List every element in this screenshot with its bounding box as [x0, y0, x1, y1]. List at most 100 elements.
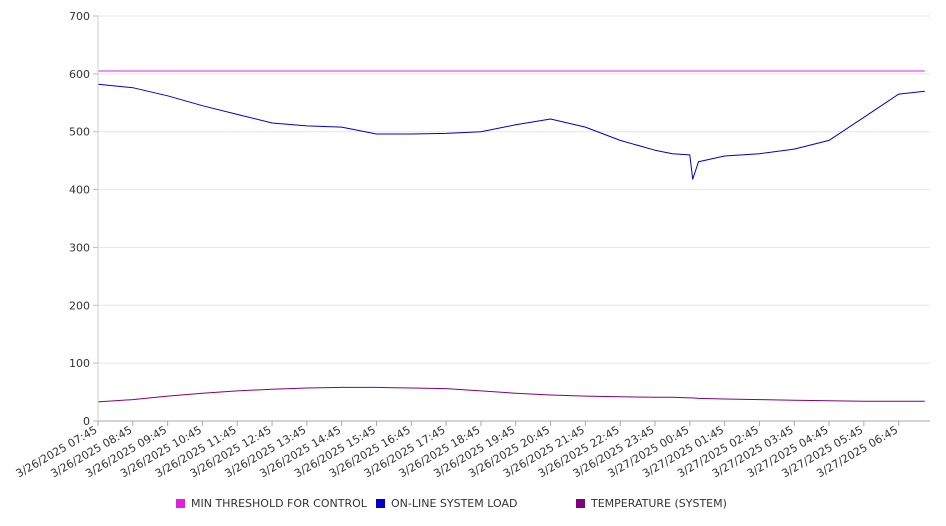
- series-system-load-point: [201, 105, 203, 107]
- series-system-load-point: [480, 131, 482, 133]
- series-system-load-point: [410, 133, 412, 135]
- series-temperature-point: [132, 399, 134, 401]
- series-system-load-point: [376, 133, 378, 135]
- series-temperature-point: [236, 390, 238, 392]
- series-system-load-point: [671, 153, 673, 155]
- legend-swatch-system-load: [376, 499, 385, 508]
- series-min-threshold-point: [167, 70, 169, 72]
- series-min-threshold-point: [480, 70, 482, 72]
- series-min-threshold-point: [236, 70, 238, 72]
- series-temperature-point: [898, 400, 900, 402]
- series-system-load-point: [341, 126, 343, 128]
- series-min-threshold-point: [863, 70, 865, 72]
- y-tick-label: 600: [69, 68, 90, 81]
- series-temperature-point: [584, 395, 586, 397]
- series-temperature-point: [619, 396, 621, 398]
- y-tick-label: 0: [83, 415, 90, 428]
- series-min-threshold-point: [689, 70, 691, 72]
- series-system-load-point: [692, 178, 694, 180]
- series-min-threshold-point: [410, 70, 412, 72]
- series-temperature-point: [445, 388, 447, 390]
- series-temperature-point: [376, 386, 378, 388]
- legend-label-system-load: ON-LINE SYSTEM LOAD: [391, 497, 518, 510]
- series-min-threshold-point: [376, 70, 378, 72]
- series-min-threshold-point: [698, 70, 700, 72]
- legend-item-temperature[interactable]: TEMPERATURE (SYSTEM): [576, 497, 727, 510]
- series-min-threshold-point: [132, 70, 134, 72]
- y-tick-label: 200: [69, 299, 90, 312]
- series-temperature-point: [828, 400, 830, 402]
- series-system-load-point: [132, 87, 134, 89]
- series-min-threshold-point: [445, 70, 447, 72]
- legend-item-min-threshold[interactable]: MIN THRESHOLD FOR CONTROL: [176, 497, 367, 510]
- series-min-threshold-point: [654, 70, 656, 72]
- series-temperature-point: [410, 387, 412, 389]
- series-system-load-point: [828, 139, 830, 141]
- series-min-threshold-point: [692, 70, 694, 72]
- series-temperature-point: [271, 388, 273, 390]
- series-min-threshold-point: [201, 70, 203, 72]
- series-min-threshold-point: [550, 70, 552, 72]
- y-tick-label: 300: [69, 241, 90, 254]
- series-system-load-point: [445, 132, 447, 134]
- series-system-load-line: [97, 83, 925, 180]
- series-min-threshold-point: [341, 70, 343, 72]
- series-system-load-point: [619, 139, 621, 141]
- series-min-threshold-point: [271, 70, 273, 72]
- series-min-threshold-point: [828, 70, 830, 72]
- series-temperature-point: [724, 398, 726, 400]
- y-tick-label: 100: [69, 357, 90, 370]
- y-tick-label: 700: [69, 10, 90, 23]
- series-temperature-point: [671, 396, 673, 398]
- series-system-load-point: [271, 122, 273, 124]
- series-system-load-point: [758, 153, 760, 155]
- series-min-threshold-point: [898, 70, 900, 72]
- legend-item-system-load[interactable]: ON-LINE SYSTEM LOAD: [376, 497, 517, 510]
- series-temperature-point: [341, 386, 343, 388]
- series-min-threshold-point: [724, 70, 726, 72]
- series-temperature-point: [167, 395, 169, 397]
- series-min-threshold-point: [671, 70, 673, 72]
- series-system-load-point: [306, 125, 308, 127]
- legend-swatch-min-threshold: [176, 499, 185, 508]
- series-system-load-point: [689, 154, 691, 156]
- series-temperature-point: [698, 397, 700, 399]
- series-system-load-point: [550, 118, 552, 120]
- series-system-load-point: [654, 149, 656, 151]
- series-min-threshold-point: [793, 70, 795, 72]
- series-min-threshold-point: [758, 70, 760, 72]
- series-min-threshold-point: [619, 70, 621, 72]
- series-temperature-point: [550, 394, 552, 396]
- series-system-load-point: [584, 126, 586, 128]
- series-temperature-line: [97, 386, 925, 403]
- series-temperature-point: [793, 399, 795, 401]
- series-min-threshold-point: [306, 70, 308, 72]
- series-temperature-point: [692, 397, 694, 399]
- y-tick-label: 500: [69, 126, 90, 139]
- series-min-threshold-point: [584, 70, 586, 72]
- series-temperature-point: [480, 390, 482, 392]
- series-system-load-point: [236, 113, 238, 115]
- legend-label-min-threshold: MIN THRESHOLD FOR CONTROL: [191, 497, 367, 510]
- series-min-threshold-point: [515, 70, 517, 72]
- series-system-load-point: [515, 124, 517, 126]
- legend-swatch-temperature: [576, 499, 585, 508]
- series-system-load-point: [724, 155, 726, 157]
- series-temperature-point: [863, 400, 865, 402]
- series-temperature-point: [515, 392, 517, 394]
- series-system-load-point: [793, 148, 795, 150]
- series-system-load-point: [924, 90, 926, 92]
- series-min-threshold-point: [924, 70, 926, 72]
- series-temperature-point: [306, 387, 308, 389]
- y-tick-label: 400: [69, 184, 90, 197]
- series-system-load-point: [698, 161, 700, 163]
- series-system-load-point: [898, 93, 900, 95]
- chart-legend: MIN THRESHOLD FOR CONTROL ON-LINE SYSTEM…: [0, 497, 946, 515]
- legend-label-temperature: TEMPERATURE (SYSTEM): [591, 497, 727, 510]
- series-temperature-point: [924, 400, 926, 402]
- series-temperature-point: [201, 392, 203, 394]
- series-temperature-point: [654, 396, 656, 398]
- series-system-load-point: [863, 116, 865, 118]
